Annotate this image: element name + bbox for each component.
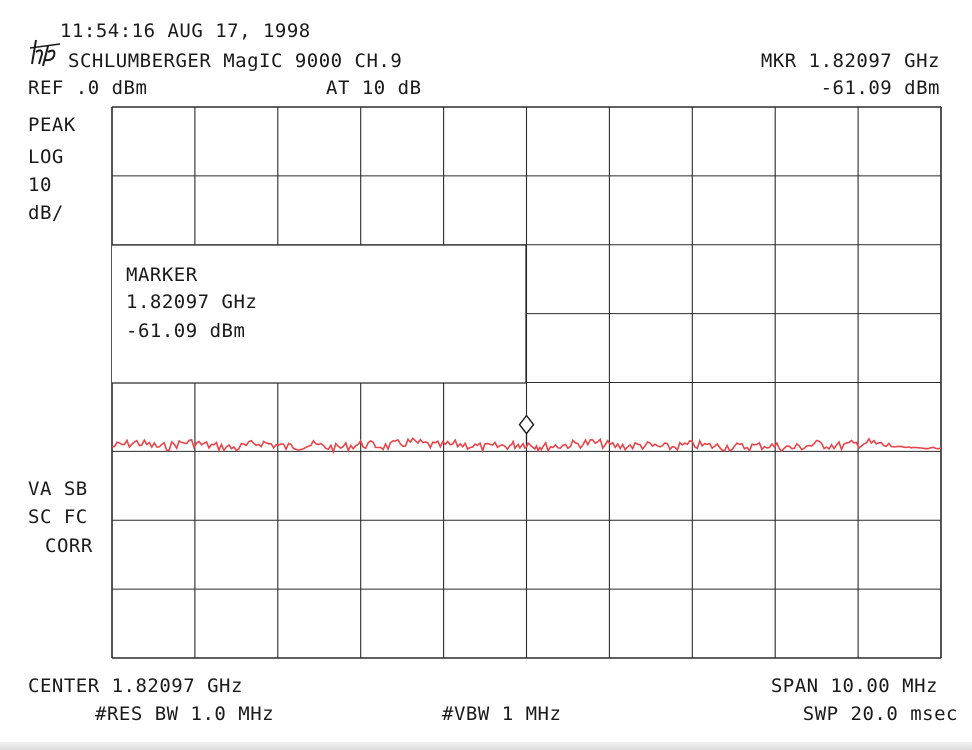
- marker-frequency-readout: MKR 1.82097 GHz: [760, 50, 940, 72]
- marker-diamond: [518, 414, 535, 435]
- sweep-time: SWP 20.0 msec: [802, 703, 958, 725]
- marker-box-title: MARKER: [126, 264, 198, 286]
- scale-value-label: 10: [28, 174, 52, 196]
- spectrum-trace: [111, 437, 942, 455]
- diamond-marker-icon: [518, 414, 535, 444]
- timestamp: 11:54:16 AUG 17, 1998: [60, 20, 311, 42]
- marker-level-readout: -61.09 dBm: [820, 77, 940, 99]
- instrument-name: SCHLUMBERGER MagIC 9000 CH.9: [68, 50, 403, 72]
- scale-type-label: LOG: [28, 146, 64, 168]
- marker-box-frequency: 1.82097 GHz: [126, 291, 258, 313]
- status-label-2: SC FC: [28, 506, 88, 528]
- resolution-bandwidth: #RES BW 1.0 MHz: [95, 703, 275, 725]
- marker-box-background: [112, 245, 526, 383]
- scale-unit-label: dB/: [28, 202, 64, 224]
- center-frequency: CENTER 1.82097 GHz: [28, 675, 243, 697]
- detector-label: PEAK: [28, 114, 76, 136]
- marker-box-level: -61.09 dBm: [126, 320, 246, 342]
- status-label-1: VA SB: [28, 478, 88, 500]
- attenuation: AT 10 dB: [326, 77, 422, 99]
- video-bandwidth: #VBW 1 MHz: [442, 703, 562, 725]
- page-edge: [0, 742, 972, 750]
- reference-level: REF .0 dBm: [28, 77, 148, 99]
- hp-logo-icon: [30, 39, 61, 67]
- frequency-span: SPAN 10.00 MHz: [770, 675, 938, 697]
- status-label-3: CORR: [45, 535, 93, 557]
